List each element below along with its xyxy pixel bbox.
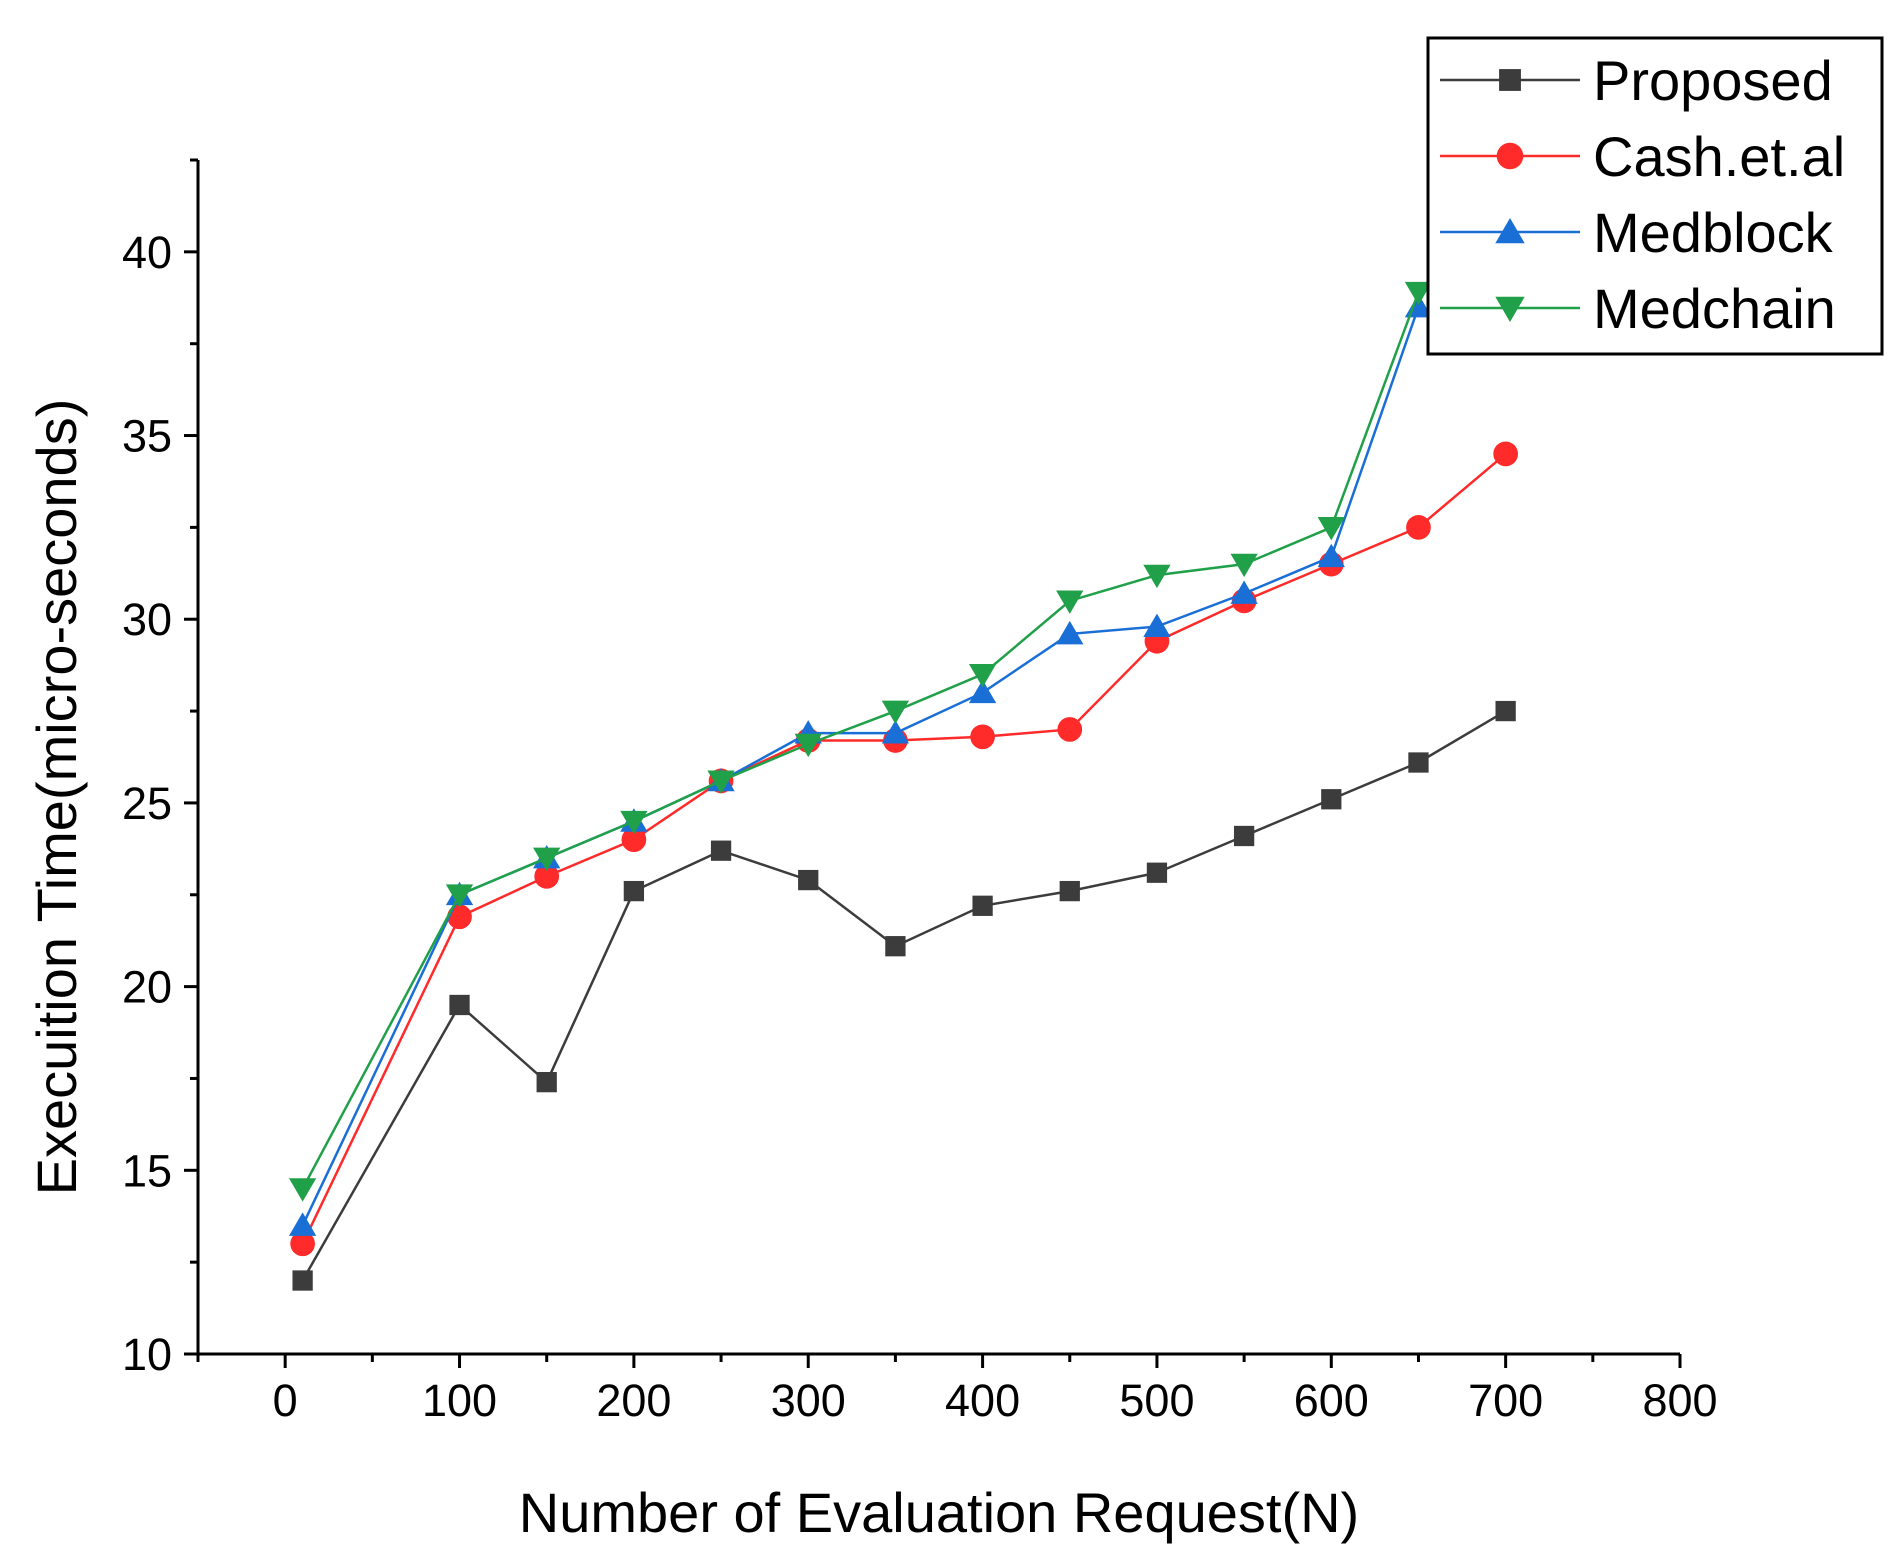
legend-item: Medchain — [1440, 277, 1836, 340]
data-point — [1143, 613, 1171, 637]
data-point — [968, 663, 997, 688]
series-layer — [288, 281, 1518, 1291]
data-point — [710, 840, 732, 861]
y-tick-label: 10 — [122, 1329, 172, 1380]
data-point — [534, 864, 560, 889]
data-point — [536, 1071, 557, 1093]
data-point — [1404, 281, 1433, 306]
data-point — [1408, 752, 1429, 773]
data-point — [447, 904, 472, 930]
data-point — [1146, 862, 1168, 883]
data-point — [288, 1212, 317, 1236]
series-line — [301, 306, 1420, 1226]
data-point — [885, 936, 906, 957]
series-medblock — [288, 293, 1433, 1236]
series-medchain — [288, 281, 1433, 1202]
legend-item: Cash.et.al — [1440, 125, 1845, 188]
x-tick-label: 600 — [1294, 1375, 1369, 1426]
data-point — [288, 1178, 317, 1202]
data-point — [1230, 580, 1258, 604]
data-point — [970, 724, 995, 750]
legend-marker — [1496, 142, 1524, 170]
data-point — [881, 720, 910, 744]
data-point — [1059, 880, 1080, 902]
x-tick-label: 0 — [273, 1375, 298, 1426]
series-proposed — [292, 700, 1516, 1291]
x-axis-title: Number of Evaluation Request(N) — [519, 1481, 1359, 1544]
x-tick-label: 500 — [1119, 1375, 1194, 1426]
data-point — [1057, 717, 1083, 742]
x-tick-label: 100 — [422, 1375, 497, 1426]
y-tick-label: 40 — [122, 227, 172, 278]
legend: Proposed Cash.et.al Medblock Medchain — [1426, 36, 1884, 356]
data-point — [1056, 620, 1084, 645]
data-point — [621, 827, 647, 853]
x-tick-label: 300 — [771, 1375, 846, 1426]
legend-label: Medchain — [1593, 277, 1836, 340]
data-point — [707, 770, 735, 794]
axes: 0 100 200 300 400 500 600 700 800 10 15 20 25 30 35 40 — [122, 158, 1718, 1426]
series-line — [301, 452, 1507, 1245]
data-point — [290, 1231, 315, 1257]
x-tick-label: 400 — [945, 1375, 1020, 1426]
data-point — [968, 679, 997, 704]
legend-marker — [1495, 296, 1525, 322]
legend-item: Proposed — [1440, 49, 1833, 112]
data-point — [623, 880, 645, 902]
data-point — [620, 810, 648, 835]
data-point — [1317, 543, 1345, 568]
data-point — [1493, 441, 1518, 467]
y-axis-title: Execuition Time(micro-seconds) — [25, 399, 88, 1196]
data-point — [1056, 590, 1084, 614]
legend-label: Proposed — [1593, 49, 1833, 112]
legend-marker — [1499, 69, 1521, 91]
data-point — [1230, 553, 1258, 578]
y-tick-label: 35 — [122, 411, 172, 462]
data-point — [794, 733, 822, 758]
data-point — [1317, 516, 1345, 541]
y-tick-label: 30 — [122, 594, 172, 645]
data-point — [1406, 515, 1431, 540]
data-point — [533, 847, 561, 872]
x-tick-label: 200 — [596, 1375, 671, 1426]
legend-label: Medblock — [1593, 201, 1834, 264]
data-point — [1143, 564, 1171, 589]
legend-marker — [1495, 218, 1525, 244]
legend-label: Cash.et.al — [1593, 125, 1845, 188]
data-point — [798, 869, 819, 891]
y-tick-label: 20 — [122, 962, 172, 1013]
legend-item: Medblock — [1440, 201, 1834, 264]
data-point — [1233, 825, 1255, 847]
y-tick-label: 15 — [122, 1145, 172, 1196]
x-tick-label: 800 — [1642, 1375, 1717, 1426]
x-tick-label: 700 — [1468, 1375, 1543, 1426]
y-tick-label: 25 — [122, 778, 172, 829]
data-point — [972, 895, 993, 916]
series-line — [301, 710, 1507, 1282]
data-point — [1495, 700, 1516, 722]
data-point — [449, 994, 470, 1016]
data-point — [881, 700, 910, 725]
data-point — [445, 884, 474, 908]
data-point — [292, 1270, 313, 1291]
data-point — [1321, 789, 1342, 810]
